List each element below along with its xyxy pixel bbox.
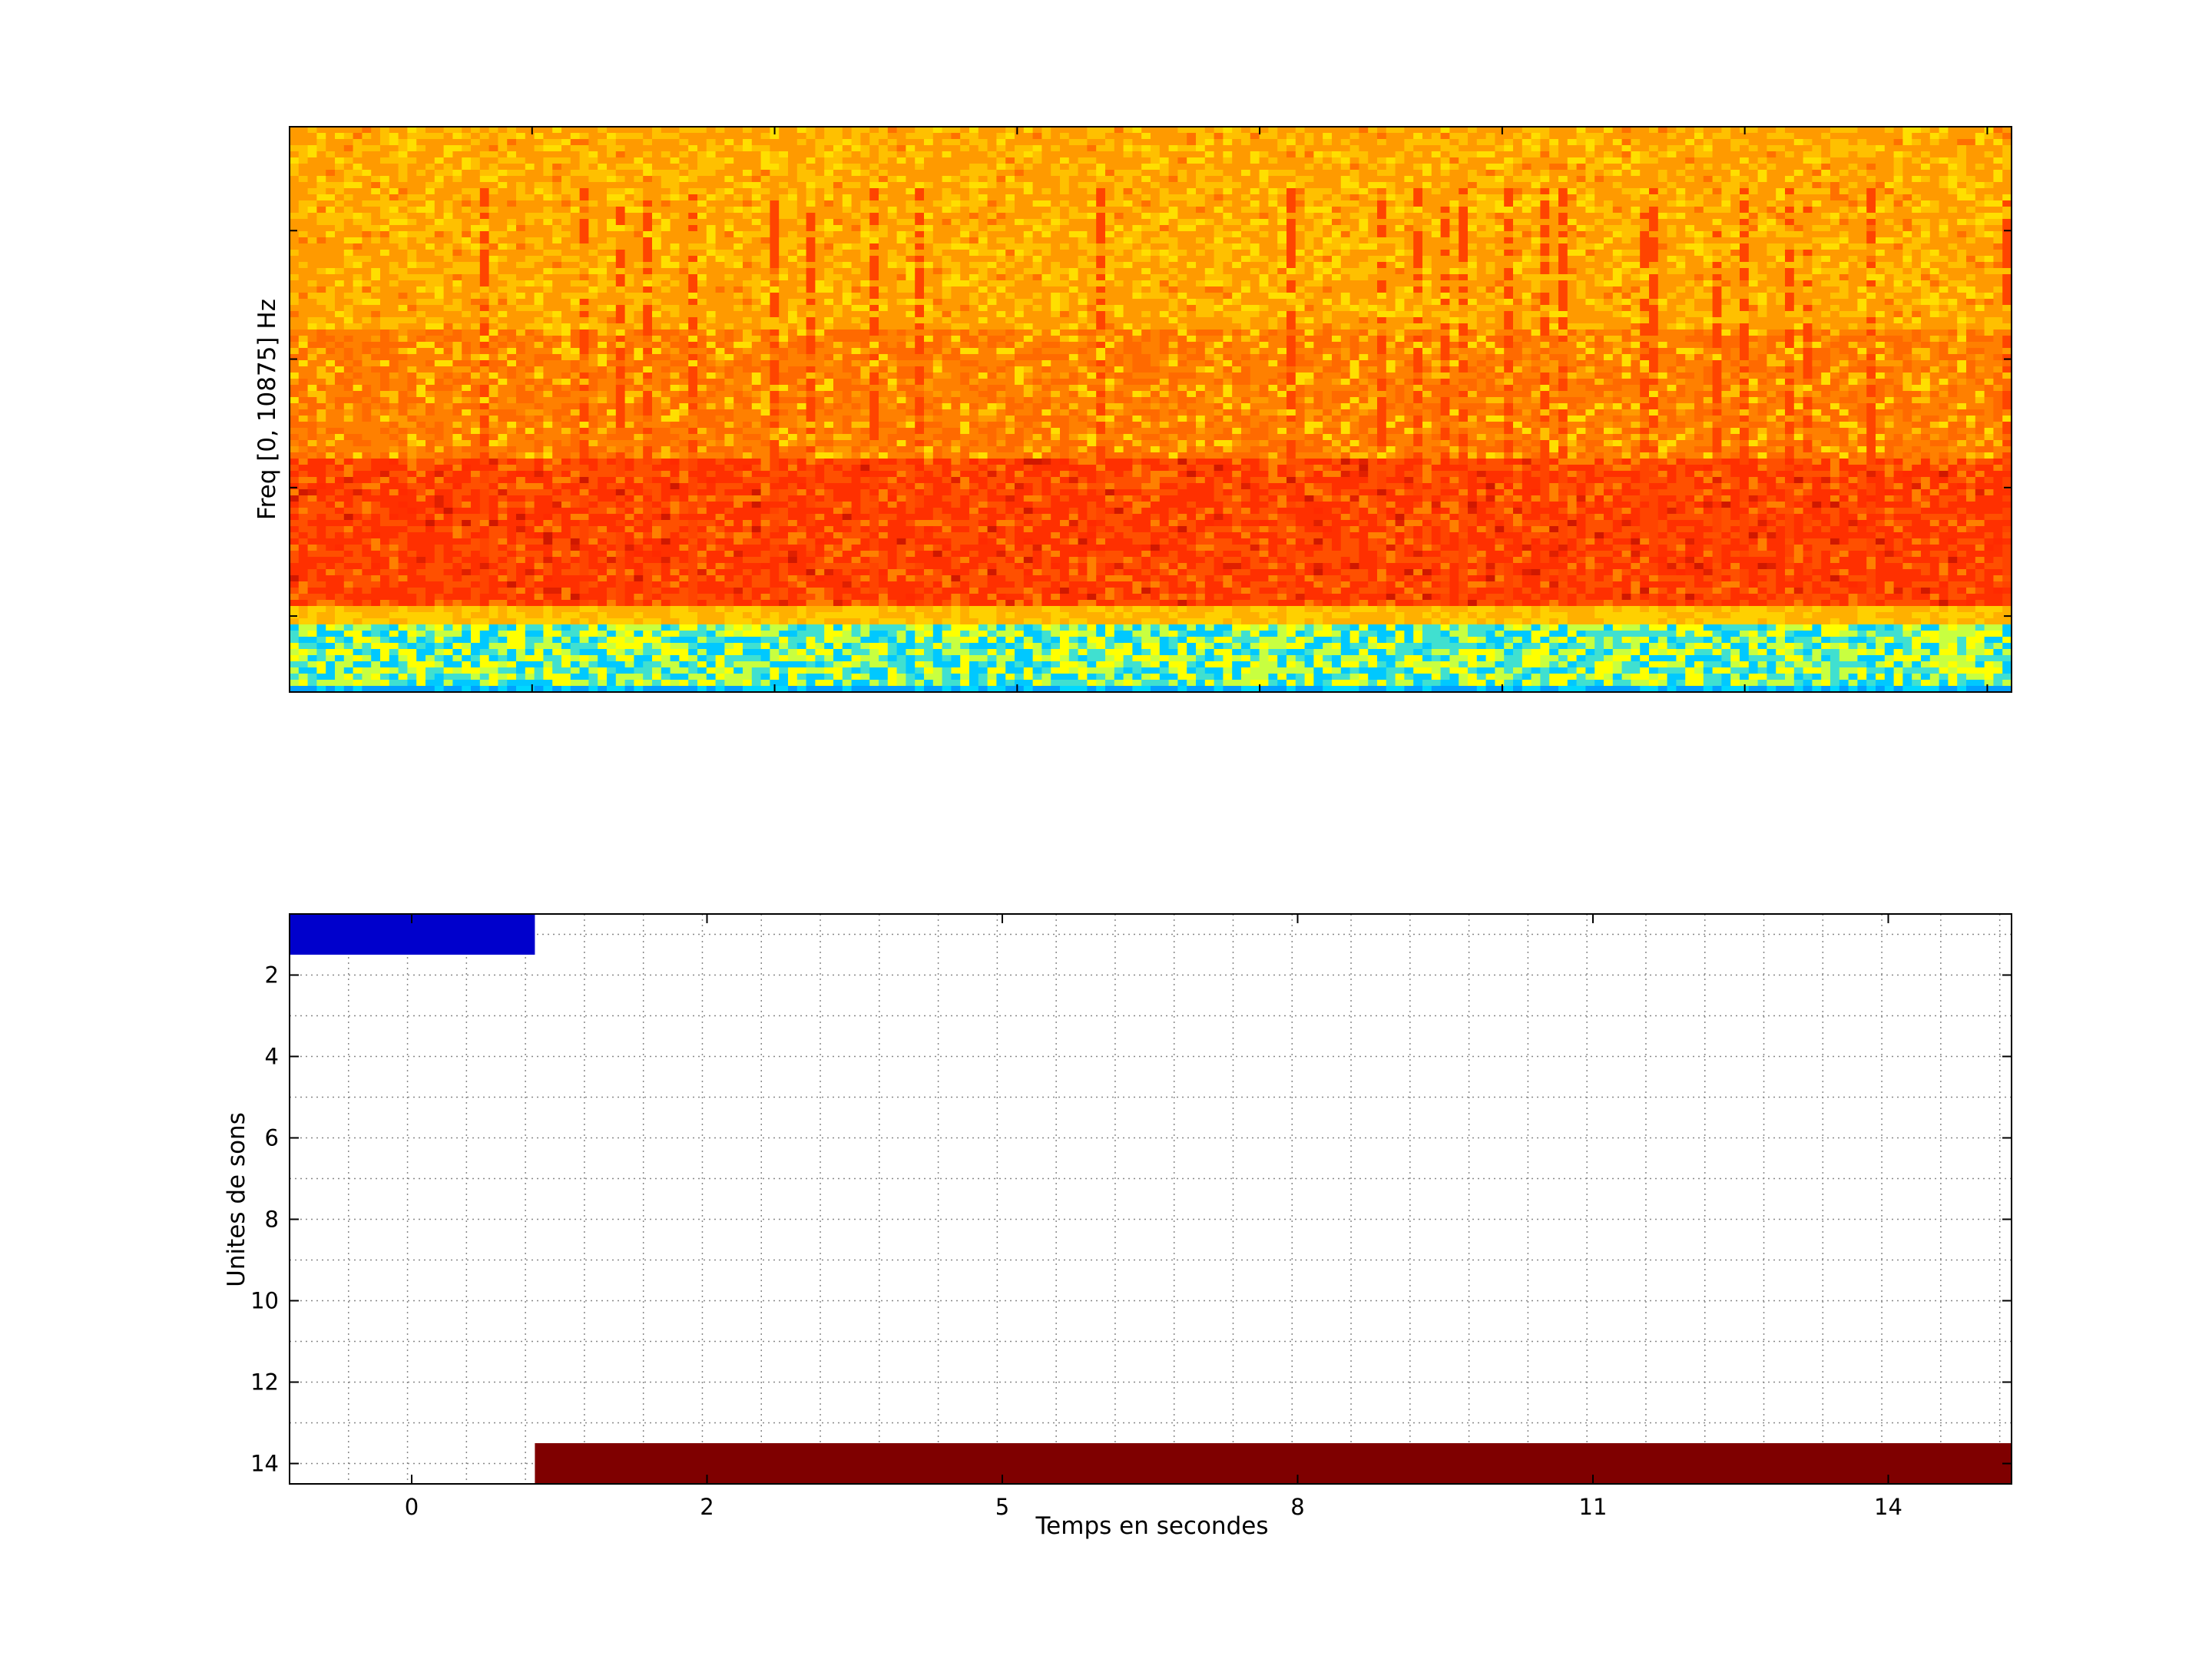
y-tick-label: 4: [265, 1044, 279, 1070]
y-tick-label: 8: [265, 1207, 279, 1233]
units-x-axis-label: Temps en secondes: [1035, 1512, 1269, 1540]
units-panel: 0 2 5 8 11 14 2 4 6 8 10 12 14 Temps en secondes Un…: [223, 913, 2012, 1540]
y-tick-label: 10: [250, 1288, 279, 1314]
unit-segment-2: [535, 1443, 2012, 1484]
spectrogram-ticks: [290, 127, 2012, 692]
x-tick-label: 14: [1874, 1494, 1902, 1520]
units-ticks: [290, 914, 2012, 1484]
x-tick-label: 2: [700, 1494, 714, 1520]
x-tick-label: 5: [995, 1494, 1009, 1520]
spectrogram-frame: [289, 126, 2012, 693]
y-tick-label: 12: [250, 1369, 279, 1396]
y-tick-label: 6: [265, 1125, 279, 1151]
units-y-tick-labels: 2 4 6 8 10 12 14: [250, 962, 279, 1477]
y-tick-label: 2: [265, 962, 279, 988]
x-tick-label: 8: [1290, 1494, 1304, 1520]
spectrogram-panel: Freq [0, 10875] Hz: [253, 126, 2012, 693]
units-x-tick-labels: 0 2 5 8 11 14: [405, 1494, 1902, 1520]
spectrogram-y-axis-label: Freq [0, 10875] Hz: [253, 299, 281, 520]
units-y-axis-label: Unites de sons: [223, 1112, 250, 1287]
x-tick-label: 11: [1579, 1494, 1608, 1520]
x-tick-label: 0: [405, 1494, 419, 1520]
units-plot-background: [290, 914, 2012, 1484]
y-tick-label: 14: [250, 1451, 279, 1477]
units-frame: [289, 913, 2012, 1485]
spectrogram-image: [290, 127, 2012, 693]
